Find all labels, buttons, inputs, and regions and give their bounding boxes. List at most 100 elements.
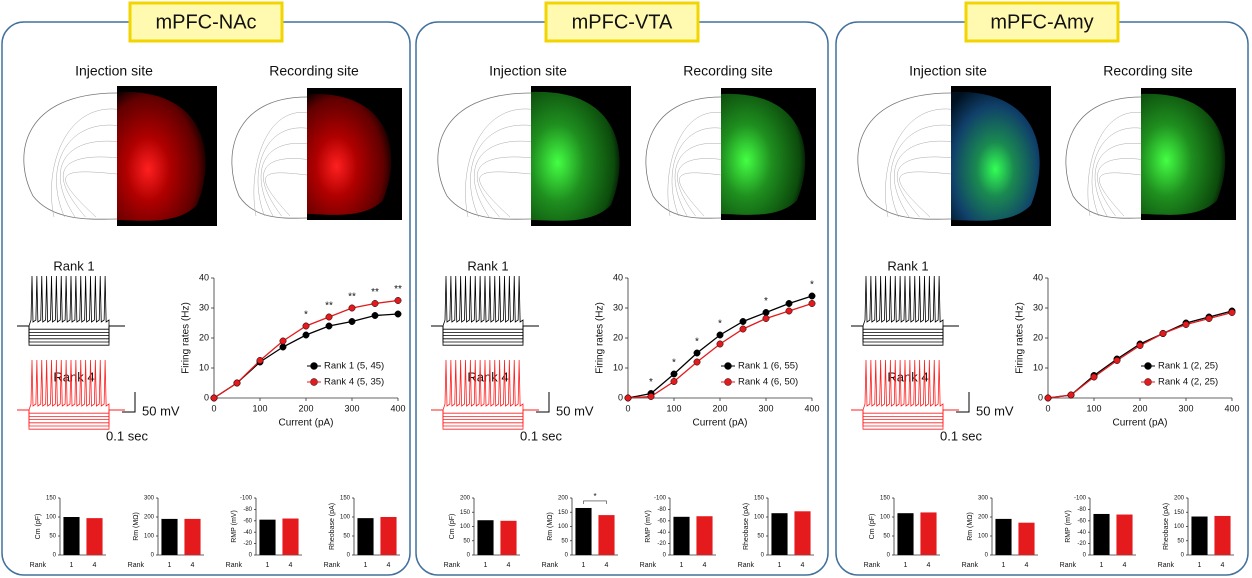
data-point (647, 393, 655, 400)
y-tick-label: 50 (883, 534, 890, 540)
bar (1116, 514, 1133, 555)
x-axis-label: Current (pA) (692, 418, 747, 429)
y-tick-label: 150 (46, 496, 57, 502)
atlas-line (1097, 158, 1142, 217)
image-label: Injection site (909, 63, 987, 79)
bar (1214, 515, 1231, 555)
y-tick-label: -60 (657, 518, 666, 524)
y-tick-label: 20 (613, 332, 623, 342)
data-point (348, 318, 356, 325)
bar (995, 518, 1012, 555)
image-label: Recording site (269, 63, 359, 79)
atlas-line (260, 143, 308, 217)
legend-label: Rank 1 (6, 55) (738, 361, 798, 372)
y-tick-label: 0 (761, 553, 765, 559)
data-point (693, 358, 701, 366)
significance-label: * (810, 280, 814, 291)
y-tick-label: 150 (340, 496, 351, 502)
image-label: Recording site (1103, 63, 1193, 79)
data-point (325, 322, 333, 330)
y-tick-label: 150 (460, 510, 471, 516)
y-tick-label: 30 (613, 302, 623, 312)
fluorescence-tissue (307, 93, 392, 215)
bar (598, 515, 615, 555)
x-tick-label: 1 (582, 562, 586, 569)
y-tick-label: -80 (243, 507, 252, 513)
atlas-line (885, 108, 952, 218)
data-point (1182, 321, 1190, 328)
y-tick-label: -20 (1077, 541, 1086, 547)
atlas-line (479, 171, 532, 218)
x-tick-label: 4 (387, 562, 391, 569)
y-axis-label: RMP (mV) (645, 510, 652, 543)
data-point (716, 331, 724, 339)
atlas-line (1099, 172, 1142, 217)
fluorescence-tissue (1141, 93, 1226, 215)
atlas-line (1091, 127, 1142, 217)
scale-bar (536, 392, 550, 413)
x-tick-label: 4 (1123, 562, 1127, 569)
trace-spikes (431, 275, 539, 327)
y-tick-label: 10 (613, 362, 623, 372)
y-tick-label: 0 (53, 553, 57, 559)
y-tick-label: 0 (985, 553, 989, 559)
panel-title: mPFC-VTA (572, 11, 673, 33)
atlas-line (679, 172, 722, 217)
atlas-line (63, 156, 118, 218)
y-tick-label: 200 (978, 515, 989, 521)
x-tick-label: 400 (390, 403, 405, 413)
y-tick-label: 0 (1181, 553, 1185, 559)
x-axis-label: Rank (738, 562, 755, 569)
atlas-line (65, 171, 118, 218)
fluorescence-tissue (117, 91, 206, 221)
panel-title-box (544, 1, 700, 43)
scale-label: 50 mV (556, 403, 594, 418)
panel-title: mPFC-Amy (990, 11, 1093, 33)
atlas-image (222, 92, 307, 222)
x-tick-label: 4 (191, 562, 195, 569)
x-axis-label: Rank (324, 562, 341, 569)
bar (357, 518, 374, 555)
data-point (693, 349, 701, 357)
data-point (739, 325, 747, 333)
y-axis-label: Rheobase (pA) (743, 503, 750, 550)
x-tick-label: 4 (1025, 562, 1029, 569)
x-tick-label: 400 (1224, 403, 1239, 413)
significance-label: ** (394, 284, 402, 295)
x-tick-label: 1 (70, 562, 74, 569)
atlas-line (56, 124, 118, 218)
x-tick-label: 200 (298, 403, 313, 413)
data-point (302, 322, 310, 330)
bar (1018, 522, 1035, 555)
y-tick-label: -60 (1077, 518, 1086, 524)
data-point (1044, 394, 1052, 402)
fluorescence-tissue (531, 91, 620, 221)
data-point (1090, 373, 1098, 381)
data-point (371, 300, 379, 307)
x-tick-label: 1 (484, 562, 488, 569)
data-point (624, 394, 632, 402)
data-point (762, 315, 770, 322)
data-point (279, 337, 287, 345)
y-axis-label: Rheobase (pA) (329, 503, 336, 550)
y-tick-label: 100 (144, 534, 155, 540)
y-tick-label: 0 (618, 392, 623, 402)
bar (1191, 516, 1208, 555)
trace-label: Rank 4 (467, 369, 508, 384)
x-axis-label: Rank (1060, 562, 1077, 569)
y-tick-label: 100 (1174, 524, 1185, 530)
atlas-line (473, 140, 532, 218)
x-tick-label: 100 (666, 403, 681, 413)
y-tick-label: 100 (460, 524, 471, 530)
y-tick-label: 0 (1083, 553, 1087, 559)
y-tick-label: 0 (663, 553, 667, 559)
atlas-line (677, 158, 722, 217)
x-tick-label: 4 (1221, 562, 1225, 569)
y-tick-label: 200 (144, 515, 155, 521)
significance-label: * (649, 377, 653, 388)
significance-label: * (672, 358, 676, 369)
scale-label: 0.1 sec (520, 428, 562, 443)
x-tick-label: 300 (344, 403, 359, 413)
y-tick-label: 0 (887, 553, 891, 559)
atlas-line (470, 124, 532, 218)
